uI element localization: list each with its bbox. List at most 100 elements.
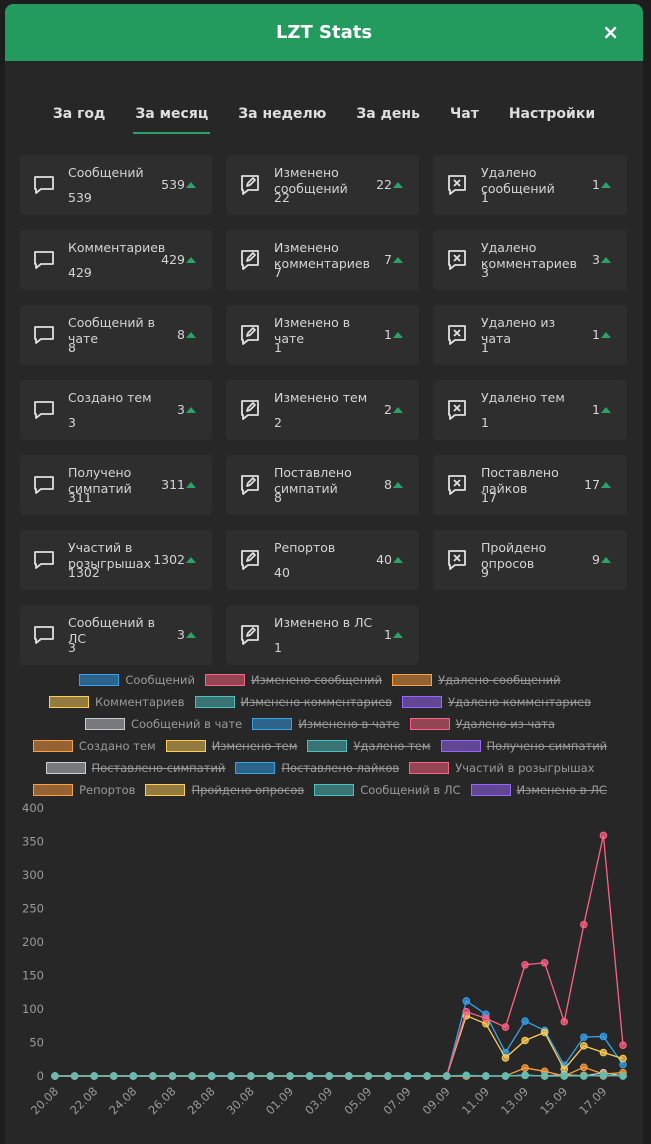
legend-swatch: [204, 674, 245, 686]
data-point: [540, 1072, 549, 1080]
data-point: [599, 1048, 608, 1057]
data-point: [70, 1072, 79, 1080]
tab[interactable]: Настройки: [508, 106, 596, 122]
legend-label: Репортов: [79, 783, 136, 797]
icon: [34, 176, 54, 194]
stat-delta: 1: [592, 327, 611, 342]
legend-swatch: [470, 784, 511, 796]
stat-delta: 3: [177, 402, 196, 417]
stat-label: Поставлено симпатий: [274, 465, 352, 496]
legend-item[interactable]: Удалено из чата: [409, 716, 556, 732]
legend: Сообщений Изменено сообщений Удалено сообщ…: [30, 672, 610, 798]
close-button[interactable]: ×: [602, 20, 619, 44]
stat-card: Поставлено симпатий 8 8: [226, 455, 419, 515]
icon: [34, 251, 54, 269]
icon-shape: [34, 551, 54, 569]
legend-item[interactable]: Поставлено лайков: [235, 760, 399, 776]
legend-item[interactable]: Создано тем: [32, 738, 156, 754]
legend-swatch: [194, 696, 235, 708]
tab[interactable]: Чат: [449, 106, 479, 122]
title: LZT Stats: [275, 22, 373, 43]
legend-swatch: [307, 740, 348, 752]
legend-item[interactable]: Изменено тем: [165, 738, 297, 754]
legend-item[interactable]: Сообщений: [79, 672, 195, 688]
tab[interactable]: За месяц: [133, 106, 211, 134]
y-tick-label: 100: [22, 1002, 44, 1016]
legend-item[interactable]: Удалено комментариев: [402, 694, 591, 710]
legend-item[interactable]: Комментариев: [48, 694, 185, 710]
data-point: [207, 1072, 216, 1080]
legend-label: Сообщений в ЛС: [360, 783, 461, 797]
legend-item[interactable]: Сообщений в чате: [84, 716, 242, 732]
legend-item[interactable]: Пройдено опросов: [145, 782, 304, 798]
legend-item[interactable]: Изменено в чате: [252, 716, 400, 732]
icon: [241, 625, 259, 645]
legend-swatch: [84, 718, 125, 730]
stat-value: 539: [68, 190, 92, 205]
legend-item[interactable]: Сообщений в ЛС: [314, 782, 461, 798]
stat-label: Поставлено лайков: [481, 465, 559, 496]
tab[interactable]: За неделю: [238, 106, 327, 122]
stat-value: 1: [274, 340, 282, 355]
legend-item[interactable]: Репортов: [33, 782, 135, 798]
stat-card: Изменено комментариев 7 7: [226, 230, 419, 290]
legend-label: Создано тем: [78, 739, 156, 753]
data-point: [619, 1041, 627, 1049]
icon-shape: [34, 326, 54, 344]
stat-delta: 22: [376, 177, 403, 192]
data-point: [580, 1033, 588, 1041]
stat-delta: 1: [592, 402, 611, 417]
y-tick-label: 200: [22, 935, 44, 949]
legend-swatch: [79, 674, 120, 686]
legend-item[interactable]: Удалено сообщений: [392, 672, 561, 688]
x-tick-label: 30.08: [224, 1084, 257, 1117]
stat-value: 17: [481, 490, 497, 505]
data-point: [109, 1072, 118, 1080]
data-point: [188, 1072, 196, 1080]
legend-item[interactable]: Участий в розыгрышах: [409, 760, 594, 776]
icon: [448, 325, 466, 345]
stat-card: Удалено комментариев 3 3: [433, 230, 627, 290]
stat-delta: 8: [384, 477, 403, 492]
y-tick-label: 50: [29, 1036, 44, 1050]
legend-item[interactable]: Удалено тем: [307, 738, 431, 754]
stat-label: Сообщений: [68, 165, 144, 180]
data-point: [305, 1072, 314, 1080]
data-point: [521, 1017, 529, 1025]
stat-card: Изменено тем 2 2: [226, 380, 419, 440]
legend-item[interactable]: Изменено комментариев: [194, 694, 392, 710]
stat-label: Удалено сообщений: [481, 165, 555, 196]
data-point: [580, 1063, 588, 1072]
tab[interactable]: За день: [356, 106, 420, 122]
stat-card: Удалено из чата 1 1: [433, 305, 627, 365]
stat-label: Изменено в ЛС: [274, 615, 373, 630]
x-tick-label: 01.09: [263, 1084, 296, 1117]
legend-item[interactable]: Изменено сообщений: [204, 672, 382, 688]
icon-shape: [448, 250, 466, 270]
data-point: [403, 1072, 412, 1080]
stat-label: Пройдено опросов: [481, 540, 547, 571]
stat-card: Изменено сообщений 22 22: [226, 155, 419, 215]
legend-item[interactable]: Получено симпатий: [440, 738, 607, 754]
icon-shape: [448, 400, 466, 420]
legend-item[interactable]: Изменено в ЛС: [470, 782, 607, 798]
stat-label: Изменено сообщений: [274, 165, 348, 196]
tab[interactable]: За год: [52, 106, 106, 122]
series-line: [55, 999, 624, 1077]
stat-delta: 1: [592, 177, 611, 192]
legend-swatch: [392, 674, 433, 686]
data-point: [560, 1017, 569, 1026]
legend-item[interactable]: Поставлено симпатий: [45, 760, 225, 776]
legend-label: Удалено из чата: [455, 717, 556, 731]
stat-delta: 3: [592, 252, 611, 267]
data-point: [580, 1072, 588, 1080]
stat-card: Создано тем 3 3: [20, 380, 212, 440]
icon: [241, 400, 259, 420]
stat-value: 1: [274, 640, 282, 655]
y-tick-label: 0: [37, 1069, 44, 1083]
data-point: [501, 1023, 510, 1031]
data-point: [344, 1072, 353, 1080]
icon-shape: [34, 476, 54, 494]
data-point: [129, 1072, 138, 1080]
